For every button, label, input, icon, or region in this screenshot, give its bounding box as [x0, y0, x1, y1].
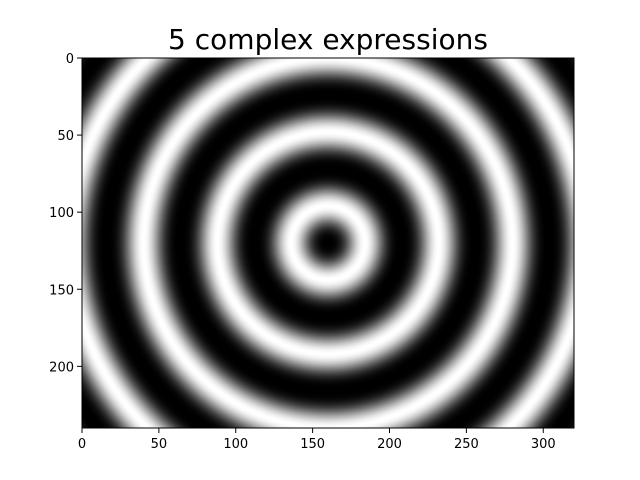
x-tick-label: 250	[454, 437, 479, 452]
chart-title: 5 complex expressions	[168, 23, 488, 56]
y-axis: 0 50 100 150 200	[49, 52, 82, 375]
plot-area	[82, 58, 574, 428]
rings-layer	[82, 58, 574, 428]
x-tick-label: 300	[531, 437, 556, 452]
y-tick-label: 0	[66, 52, 74, 67]
axes-frame	[81, 57, 575, 429]
x-tick-label: 200	[377, 437, 402, 452]
heatmap-rings	[82, 58, 574, 428]
y-tick-label: 200	[49, 360, 74, 375]
x-axis: 0 50 100 150 200 250 300	[78, 428, 556, 452]
y-tick-label: 50	[57, 129, 74, 144]
x-tick-label: 100	[223, 437, 248, 452]
x-tick-label: 50	[151, 437, 168, 452]
y-tick-label: 100	[49, 206, 74, 221]
x-tick-label: 0	[78, 437, 86, 452]
y-tick-label: 150	[49, 283, 74, 298]
x-tick-label: 150	[300, 437, 325, 452]
